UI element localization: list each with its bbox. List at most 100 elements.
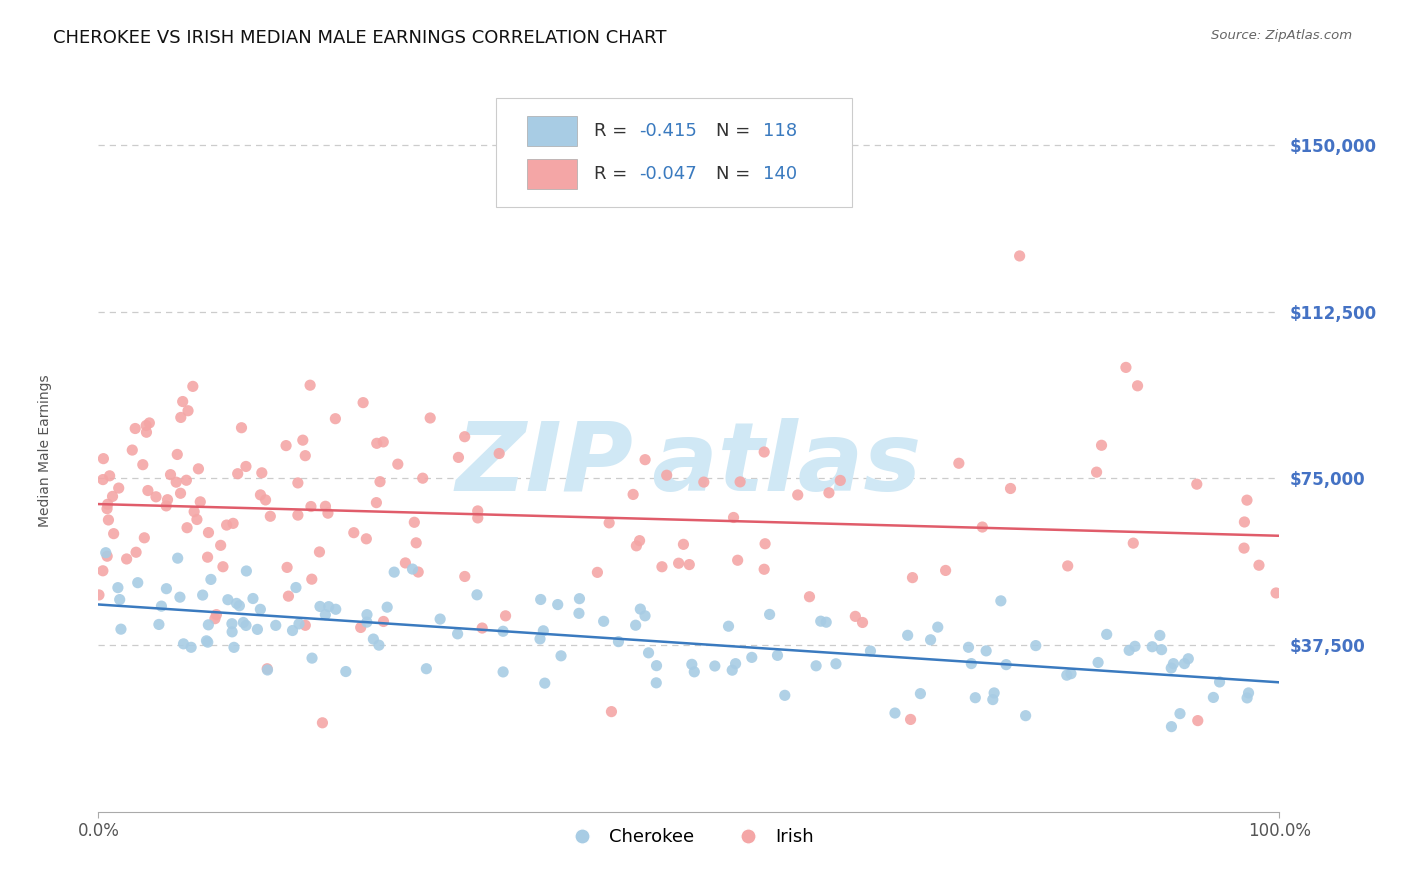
Point: [471, 621, 494, 635]
Point: [727, 553, 749, 567]
Point: [107, 581, 129, 595]
Point: [634, 452, 657, 467]
Point: [628, 602, 651, 616]
Point: [173, 637, 195, 651]
Point: [363, 632, 385, 646]
Point: [703, 659, 725, 673]
Point: [287, 475, 309, 490]
Point: [1185, 477, 1208, 491]
Point: [156, 492, 179, 507]
Point: [1168, 706, 1191, 721]
Point: [1237, 686, 1260, 700]
Point: [529, 632, 551, 646]
Point: [176, 521, 198, 535]
Point: [314, 607, 336, 622]
Point: [1163, 657, 1185, 671]
Point: [375, 600, 398, 615]
Point: [972, 520, 994, 534]
Point: [1008, 249, 1031, 263]
Point: [294, 449, 316, 463]
Point: [957, 640, 980, 655]
Point: [683, 665, 706, 679]
Point: [830, 474, 852, 488]
Point: [621, 487, 644, 501]
Point: [166, 551, 188, 566]
Point: [188, 495, 211, 509]
Point: [101, 489, 124, 503]
Point: [138, 416, 160, 430]
Point: [429, 612, 451, 626]
Point: [983, 686, 1005, 700]
Point: [568, 591, 591, 606]
Point: [530, 592, 553, 607]
Point: [318, 599, 340, 614]
Point: [215, 518, 238, 533]
Point: [851, 615, 873, 630]
Point: [97, 497, 120, 511]
Point: [1085, 465, 1108, 479]
Point: [276, 560, 298, 574]
Point: [818, 485, 841, 500]
Point: [668, 556, 690, 570]
Point: [103, 526, 125, 541]
Point: [235, 618, 257, 632]
Point: [607, 634, 630, 648]
Point: [454, 569, 477, 583]
Point: [1150, 642, 1173, 657]
Point: [121, 443, 143, 458]
Point: [231, 421, 253, 435]
Point: [446, 627, 468, 641]
Point: [645, 676, 668, 690]
Text: N =: N =: [716, 165, 756, 183]
Point: [1126, 379, 1149, 393]
Point: [205, 607, 228, 622]
Point: [335, 665, 357, 679]
Point: [221, 624, 243, 639]
Point: [91, 473, 114, 487]
Point: [1247, 558, 1270, 573]
Point: [308, 545, 330, 559]
Text: -0.415: -0.415: [640, 122, 697, 140]
Point: [1123, 640, 1146, 654]
Point: [299, 378, 322, 392]
Point: [212, 559, 235, 574]
Point: [550, 648, 572, 663]
Point: [1056, 558, 1078, 573]
Point: [235, 459, 257, 474]
Point: [628, 533, 651, 548]
Point: [495, 608, 517, 623]
Point: [246, 623, 269, 637]
Bar: [527, 159, 576, 189]
Point: [325, 411, 347, 425]
Point: [1173, 657, 1195, 671]
Point: [183, 505, 205, 519]
Point: [404, 516, 426, 530]
Point: [242, 591, 264, 606]
Point: [108, 592, 131, 607]
Point: [294, 618, 316, 632]
Point: [948, 456, 970, 470]
Point: [197, 617, 219, 632]
Point: [974, 644, 997, 658]
Point: [592, 615, 614, 629]
Point: [325, 602, 347, 616]
Point: [136, 483, 159, 498]
Point: [225, 596, 247, 610]
Point: [366, 436, 388, 450]
Point: [191, 588, 214, 602]
Point: [145, 490, 167, 504]
Point: [176, 473, 198, 487]
Point: [1118, 643, 1140, 657]
Text: CHEROKEE VS IRISH MEDIAN MALE EARNINGS CORRELATION CHART: CHEROKEE VS IRISH MEDIAN MALE EARNINGS C…: [53, 29, 666, 46]
Point: [127, 575, 149, 590]
Point: [159, 467, 181, 482]
Point: [1208, 675, 1230, 690]
Point: [1187, 714, 1209, 728]
Point: [217, 592, 239, 607]
Point: [352, 395, 374, 409]
Point: [221, 616, 243, 631]
Point: [356, 607, 378, 622]
Text: R =: R =: [595, 165, 634, 183]
Point: [181, 379, 204, 393]
Point: [447, 450, 470, 465]
